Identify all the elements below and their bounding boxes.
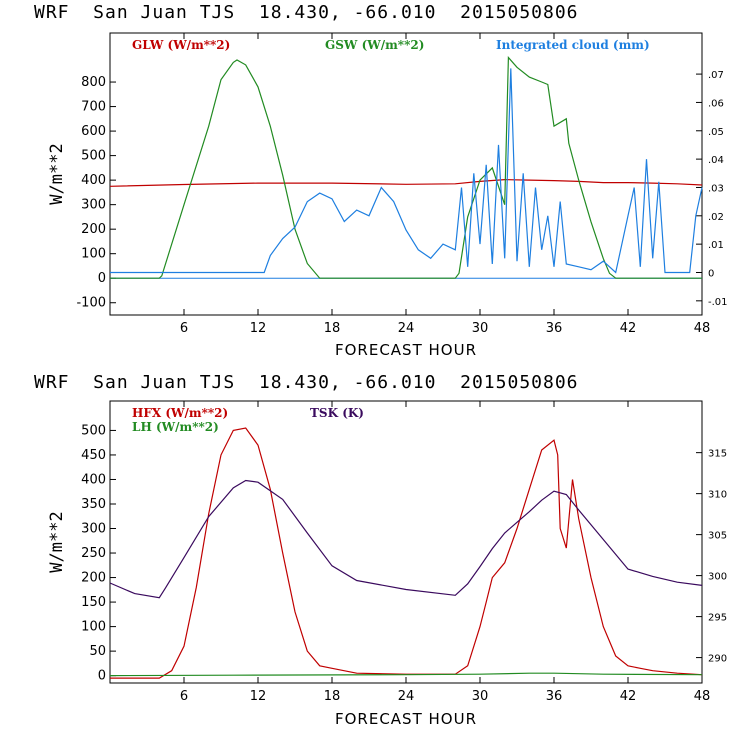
y-tick-label: 600 [81, 124, 106, 139]
y-tick-label: 400 [81, 173, 106, 188]
y2-tick-label: .07 [708, 70, 724, 81]
y2-tick-label: -.01 [708, 297, 728, 308]
y-tick-label: 0 [98, 669, 106, 684]
y-tick-label: -100 [76, 296, 106, 311]
y2-tick-label: 315 [708, 449, 727, 460]
y-tick-label: 200 [81, 571, 106, 586]
legend-entry: Integrated cloud (mm) [496, 38, 650, 52]
y2-tick-label: 305 [708, 531, 727, 542]
y-tick-label: 350 [81, 497, 106, 512]
y2-tick-label: 300 [708, 572, 727, 583]
x-tick-label: 36 [546, 321, 563, 336]
legend-entry: LH (W/m**2) [132, 420, 219, 434]
y2-tick-label: 0 [708, 268, 714, 279]
chart2: 6 12 18 24 30 36 42 48 0 50 100 150 200 250 300 350 400 4… [47, 400, 727, 728]
x-tick-label: 6 [180, 321, 188, 336]
y-tick-label: 450 [81, 448, 106, 463]
series-line-hfx [110, 427, 703, 679]
y2-tick-label: 295 [708, 613, 727, 624]
y2-tick-label: .02 [708, 212, 724, 223]
y2-tick-label: .05 [708, 127, 724, 138]
y2-tick-label: 310 [708, 490, 727, 501]
y-tick-label: 300 [81, 198, 106, 213]
x-tick-label: 30 [472, 689, 489, 704]
x-tick-label: 12 [250, 689, 267, 704]
y2-tick-label: .03 [708, 183, 724, 194]
y-tick-label: 150 [81, 595, 106, 610]
x-tick-label: 18 [324, 689, 341, 704]
y-tick-label: 0 [98, 271, 106, 286]
y-tick-label: 100 [81, 620, 106, 635]
series-line-tsk [109, 479, 703, 599]
series-line-gsw [110, 55, 702, 279]
legend-entry: HFX (W/m**2) [132, 406, 228, 420]
y-tick-label: 800 [81, 75, 106, 90]
y-tick-label: 700 [81, 100, 106, 115]
legend-entry: TSK (K) [310, 406, 364, 420]
x-tick-label: 48 [694, 689, 711, 704]
x-tick-label: 12 [250, 321, 267, 336]
y2-tick-label: .04 [708, 155, 724, 166]
y-tick-label: 250 [81, 546, 106, 561]
x-tick-label: 30 [472, 321, 489, 336]
y-tick-label: 50 [89, 644, 106, 659]
y-axis-label: W/m**2 [47, 511, 67, 572]
y2-tick-label: .06 [708, 98, 724, 109]
chart2-title: WRF San Juan TJS 18.430, -66.010 2015050… [34, 372, 579, 393]
x-tick-label: 42 [620, 689, 637, 704]
legend-entry: GLW (W/m**2) [132, 38, 230, 52]
x-tick-label: 6 [180, 689, 188, 704]
x-tick-label: 24 [398, 689, 415, 704]
chart1-title: WRF San Juan TJS 18.430, -66.010 2015050… [34, 2, 579, 23]
legend-entry: GSW (W/m**2) [325, 38, 424, 52]
y2-tick-label: .01 [708, 240, 724, 251]
y2-tick-label: 290 [708, 654, 727, 665]
y-tick-label: 200 [81, 222, 106, 237]
y-tick-label: 500 [81, 149, 106, 164]
y-tick-label: 300 [81, 522, 106, 537]
x-tick-label: 48 [694, 321, 711, 336]
series-line-glw [109, 178, 703, 187]
x-tick-label: 18 [324, 321, 341, 336]
plot-frame [109, 400, 703, 684]
x-tick-label: 36 [546, 689, 563, 704]
y-tick-label: 400 [81, 472, 106, 487]
x-axis-label: FORECAST HOUR [335, 710, 477, 728]
y-tick-label: 500 [81, 423, 106, 438]
x-tick-label: 42 [620, 321, 637, 336]
series-line-cloud [110, 68, 703, 274]
series-line-lh [109, 672, 703, 677]
y-tick-label: 100 [81, 247, 106, 262]
chart1: 6 12 18 24 30 36 42 48 -100 0 100 200 300 400 500 600 70… [47, 32, 728, 359]
x-tick-label: 24 [398, 321, 415, 336]
x-axis-label: FORECAST HOUR [335, 341, 477, 359]
y-axis-label: W/m**2 [47, 143, 67, 204]
